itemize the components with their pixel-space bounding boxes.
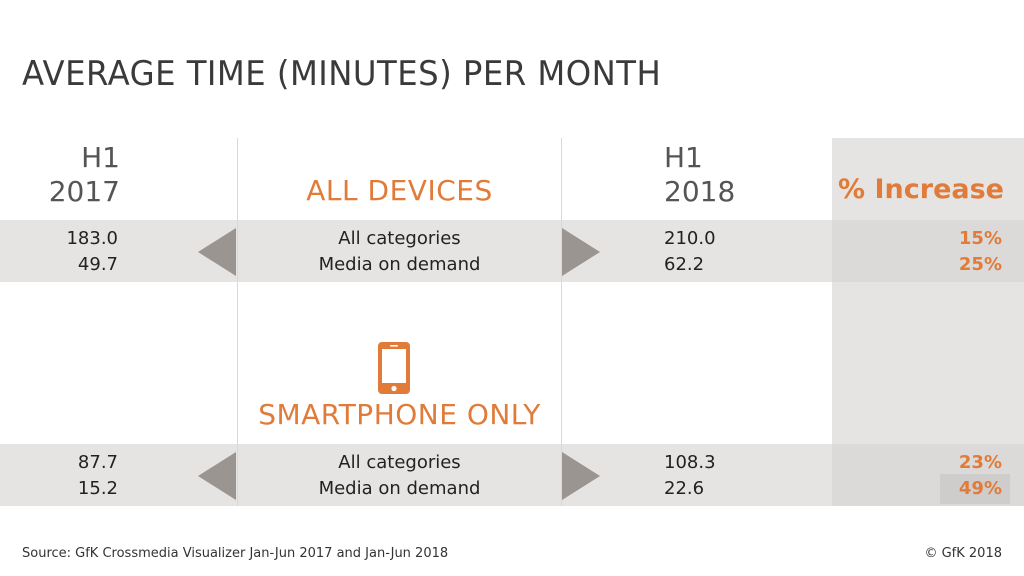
section-label-all-devices: ALL DEVICES xyxy=(306,174,493,207)
smartphone-band xyxy=(0,444,832,506)
arrow-left-icon xyxy=(198,452,236,500)
value-h1-2018: 210.0 xyxy=(664,228,716,249)
all-devices-increase-band xyxy=(832,220,1024,282)
category-label: All categories xyxy=(338,228,461,249)
highlight-cell xyxy=(940,474,1010,504)
period-1-header-line-2: 2017 xyxy=(48,175,120,208)
value-increase: 15% xyxy=(958,228,1002,249)
value-h1-2017: 183.0 xyxy=(66,228,118,249)
source-note: Source: GfK Crossmedia Visualizer Jan-Ju… xyxy=(22,546,449,561)
period-2-header-line-2: 2018 xyxy=(664,175,736,208)
copyright: © GfK 2018 xyxy=(924,546,1002,561)
divider-right xyxy=(561,138,562,506)
value-increase: 23% xyxy=(958,452,1002,473)
value-h1-2018: 62.2 xyxy=(664,254,705,275)
value-h1-2017: 87.7 xyxy=(77,452,118,473)
category-label: All categories xyxy=(338,452,461,473)
period-1-header-line-1: H1 xyxy=(81,141,120,174)
arrow-left-icon xyxy=(198,228,236,276)
category-label: Media on demand xyxy=(318,478,481,499)
value-h1-2018: 22.6 xyxy=(664,478,705,499)
section-label-smartphone-only: SMARTPHONE ONLY xyxy=(258,398,541,431)
value-h1-2017: 15.2 xyxy=(77,478,118,499)
arrow-right-icon xyxy=(562,228,600,276)
value-h1-2018: 108.3 xyxy=(664,452,716,473)
value-h1-2017: 49.7 xyxy=(77,254,118,275)
period-2-header-line-1: H1 xyxy=(664,141,703,174)
category-label: Media on demand xyxy=(318,254,481,275)
increase-header: % Increase xyxy=(838,174,1004,205)
all-devices-band xyxy=(0,220,832,282)
value-increase: 25% xyxy=(958,254,1002,275)
page-title: AVERAGE TIME (MINUTES) PER MONTH xyxy=(22,54,662,94)
arrow-right-icon xyxy=(562,452,600,500)
value-increase: 49% xyxy=(958,478,1002,499)
smartphone-icon xyxy=(378,342,410,394)
divider-left xyxy=(237,138,238,506)
